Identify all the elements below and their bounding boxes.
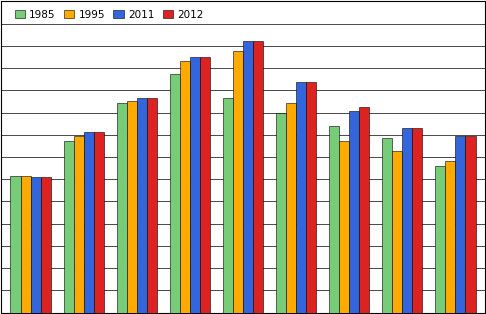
Bar bbox=[445, 161, 455, 313]
Legend: 1985, 1995, 2011, 2012: 1985, 1995, 2011, 2012 bbox=[12, 7, 207, 23]
Bar bbox=[253, 41, 263, 313]
Bar bbox=[286, 104, 296, 313]
Bar bbox=[41, 177, 51, 313]
Bar bbox=[306, 82, 316, 313]
Bar bbox=[455, 136, 466, 313]
Bar bbox=[127, 101, 137, 313]
Bar bbox=[10, 176, 20, 313]
Bar bbox=[223, 99, 233, 313]
Bar bbox=[435, 166, 445, 313]
Bar bbox=[233, 51, 243, 313]
Bar bbox=[64, 141, 73, 313]
Bar bbox=[339, 141, 349, 313]
Bar bbox=[31, 177, 41, 313]
Bar bbox=[180, 61, 190, 313]
Bar bbox=[329, 126, 339, 313]
Bar bbox=[137, 99, 147, 313]
Bar bbox=[359, 107, 369, 313]
Bar bbox=[402, 128, 413, 313]
Bar bbox=[170, 73, 180, 313]
Bar bbox=[413, 128, 422, 313]
Bar bbox=[466, 136, 476, 313]
Bar bbox=[296, 82, 306, 313]
Bar bbox=[276, 113, 286, 313]
Bar bbox=[382, 138, 392, 313]
Bar bbox=[243, 41, 253, 313]
Bar bbox=[73, 136, 84, 313]
Bar bbox=[20, 176, 31, 313]
Bar bbox=[392, 151, 402, 313]
Bar bbox=[147, 99, 157, 313]
Bar bbox=[94, 132, 104, 313]
Bar bbox=[349, 111, 359, 313]
Bar bbox=[190, 57, 200, 313]
Bar bbox=[200, 57, 210, 313]
Bar bbox=[117, 104, 127, 313]
Bar bbox=[84, 132, 94, 313]
